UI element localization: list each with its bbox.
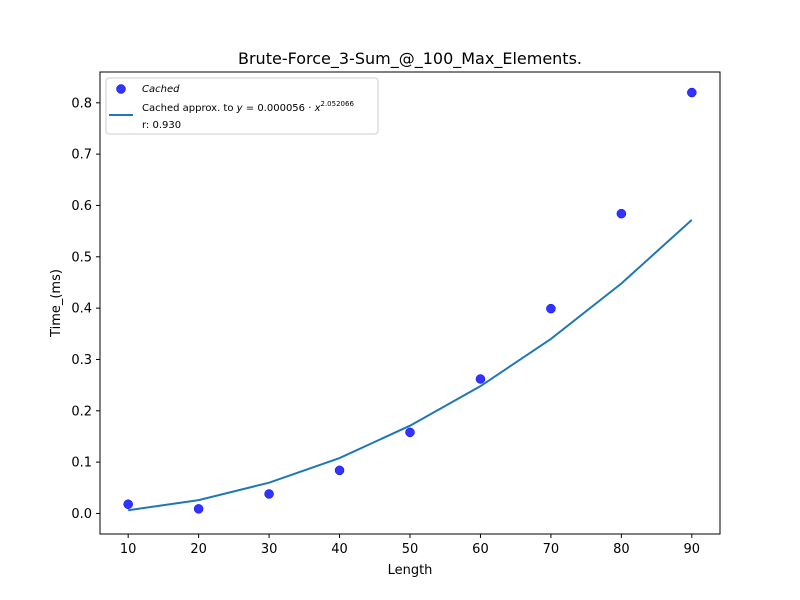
scatter-point (405, 427, 415, 438)
legend-box (105, 77, 379, 135)
legend-fit-x: x (314, 103, 321, 114)
x-tick-label: 20 (190, 542, 207, 557)
legend-fit-eq: = 0.000056 · (243, 103, 315, 114)
legend: Cached Cached approx. to y = 0.000056 · … (105, 77, 379, 135)
y-tick-label: 0.0 (71, 507, 92, 522)
scatter-point (687, 87, 697, 98)
x-tick-label: 80 (613, 542, 630, 557)
legend-label-fit: Cached approx. to y = 0.000056 · x2.0520… (142, 100, 354, 114)
chart-title: Brute-Force_3-Sum_@_100_Max_Elements. (238, 49, 582, 69)
scatter-point (193, 504, 204, 514)
x-axis-label: Length (388, 563, 433, 578)
y-tick-label: 0.8 (71, 96, 92, 111)
y-tick-label: 0.7 (71, 148, 92, 163)
y-tick-label: 0.3 (71, 353, 92, 368)
legend-label-r: r: 0.930 (142, 120, 181, 131)
scatter-point (616, 208, 627, 219)
y-tick-label: 0.2 (71, 404, 92, 419)
fit-line (128, 219, 693, 512)
y-axis-ticks: 0.0 0.1 0.2 0.3 0.4 0.5 0.6 0.7 0.8 (71, 96, 100, 522)
y-tick-label: 0.6 (71, 199, 92, 214)
x-axis-ticks: 10 20 30 40 50 60 70 80 90 (120, 534, 700, 557)
x-tick-label: 50 (402, 542, 419, 557)
legend-fit-prefix: Cached approx. to (142, 103, 237, 114)
x-tick-label: 90 (684, 542, 701, 557)
x-tick-label: 10 (120, 542, 137, 557)
scatter-point (334, 465, 345, 476)
scatter-point (546, 303, 556, 314)
x-tick-label: 70 (543, 542, 560, 557)
y-axis-label: Time_(ms) (49, 269, 64, 338)
fit-line-series (128, 219, 693, 512)
legend-fit-exponent: 2.052066 (321, 100, 355, 108)
scatter-point (475, 374, 486, 384)
x-tick-label: 60 (472, 542, 489, 557)
legend-label-cached: Cached (142, 84, 180, 95)
cached-scatter-series (123, 87, 697, 514)
y-tick-label: 0.5 (71, 250, 92, 265)
legend-fit-y: y (236, 103, 244, 114)
x-tick-label: 30 (261, 542, 278, 557)
y-tick-label: 0.4 (71, 302, 92, 317)
scatter-point (264, 489, 274, 499)
legend-marker-cached (116, 84, 126, 94)
y-tick-label: 0.1 (71, 456, 92, 471)
scatter-point (123, 499, 133, 509)
x-tick-label: 40 (331, 542, 348, 557)
